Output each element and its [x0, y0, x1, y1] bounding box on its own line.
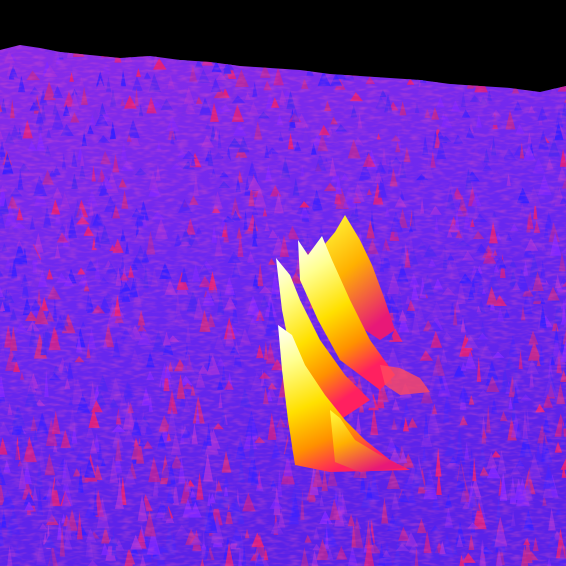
peak-foot — [380, 365, 430, 395]
peak-ridge — [330, 410, 405, 472]
peak-cluster — [276, 215, 430, 472]
peak-ridge — [278, 325, 410, 472]
peak-ridge — [320, 215, 395, 340]
peak-ridge — [298, 236, 395, 390]
